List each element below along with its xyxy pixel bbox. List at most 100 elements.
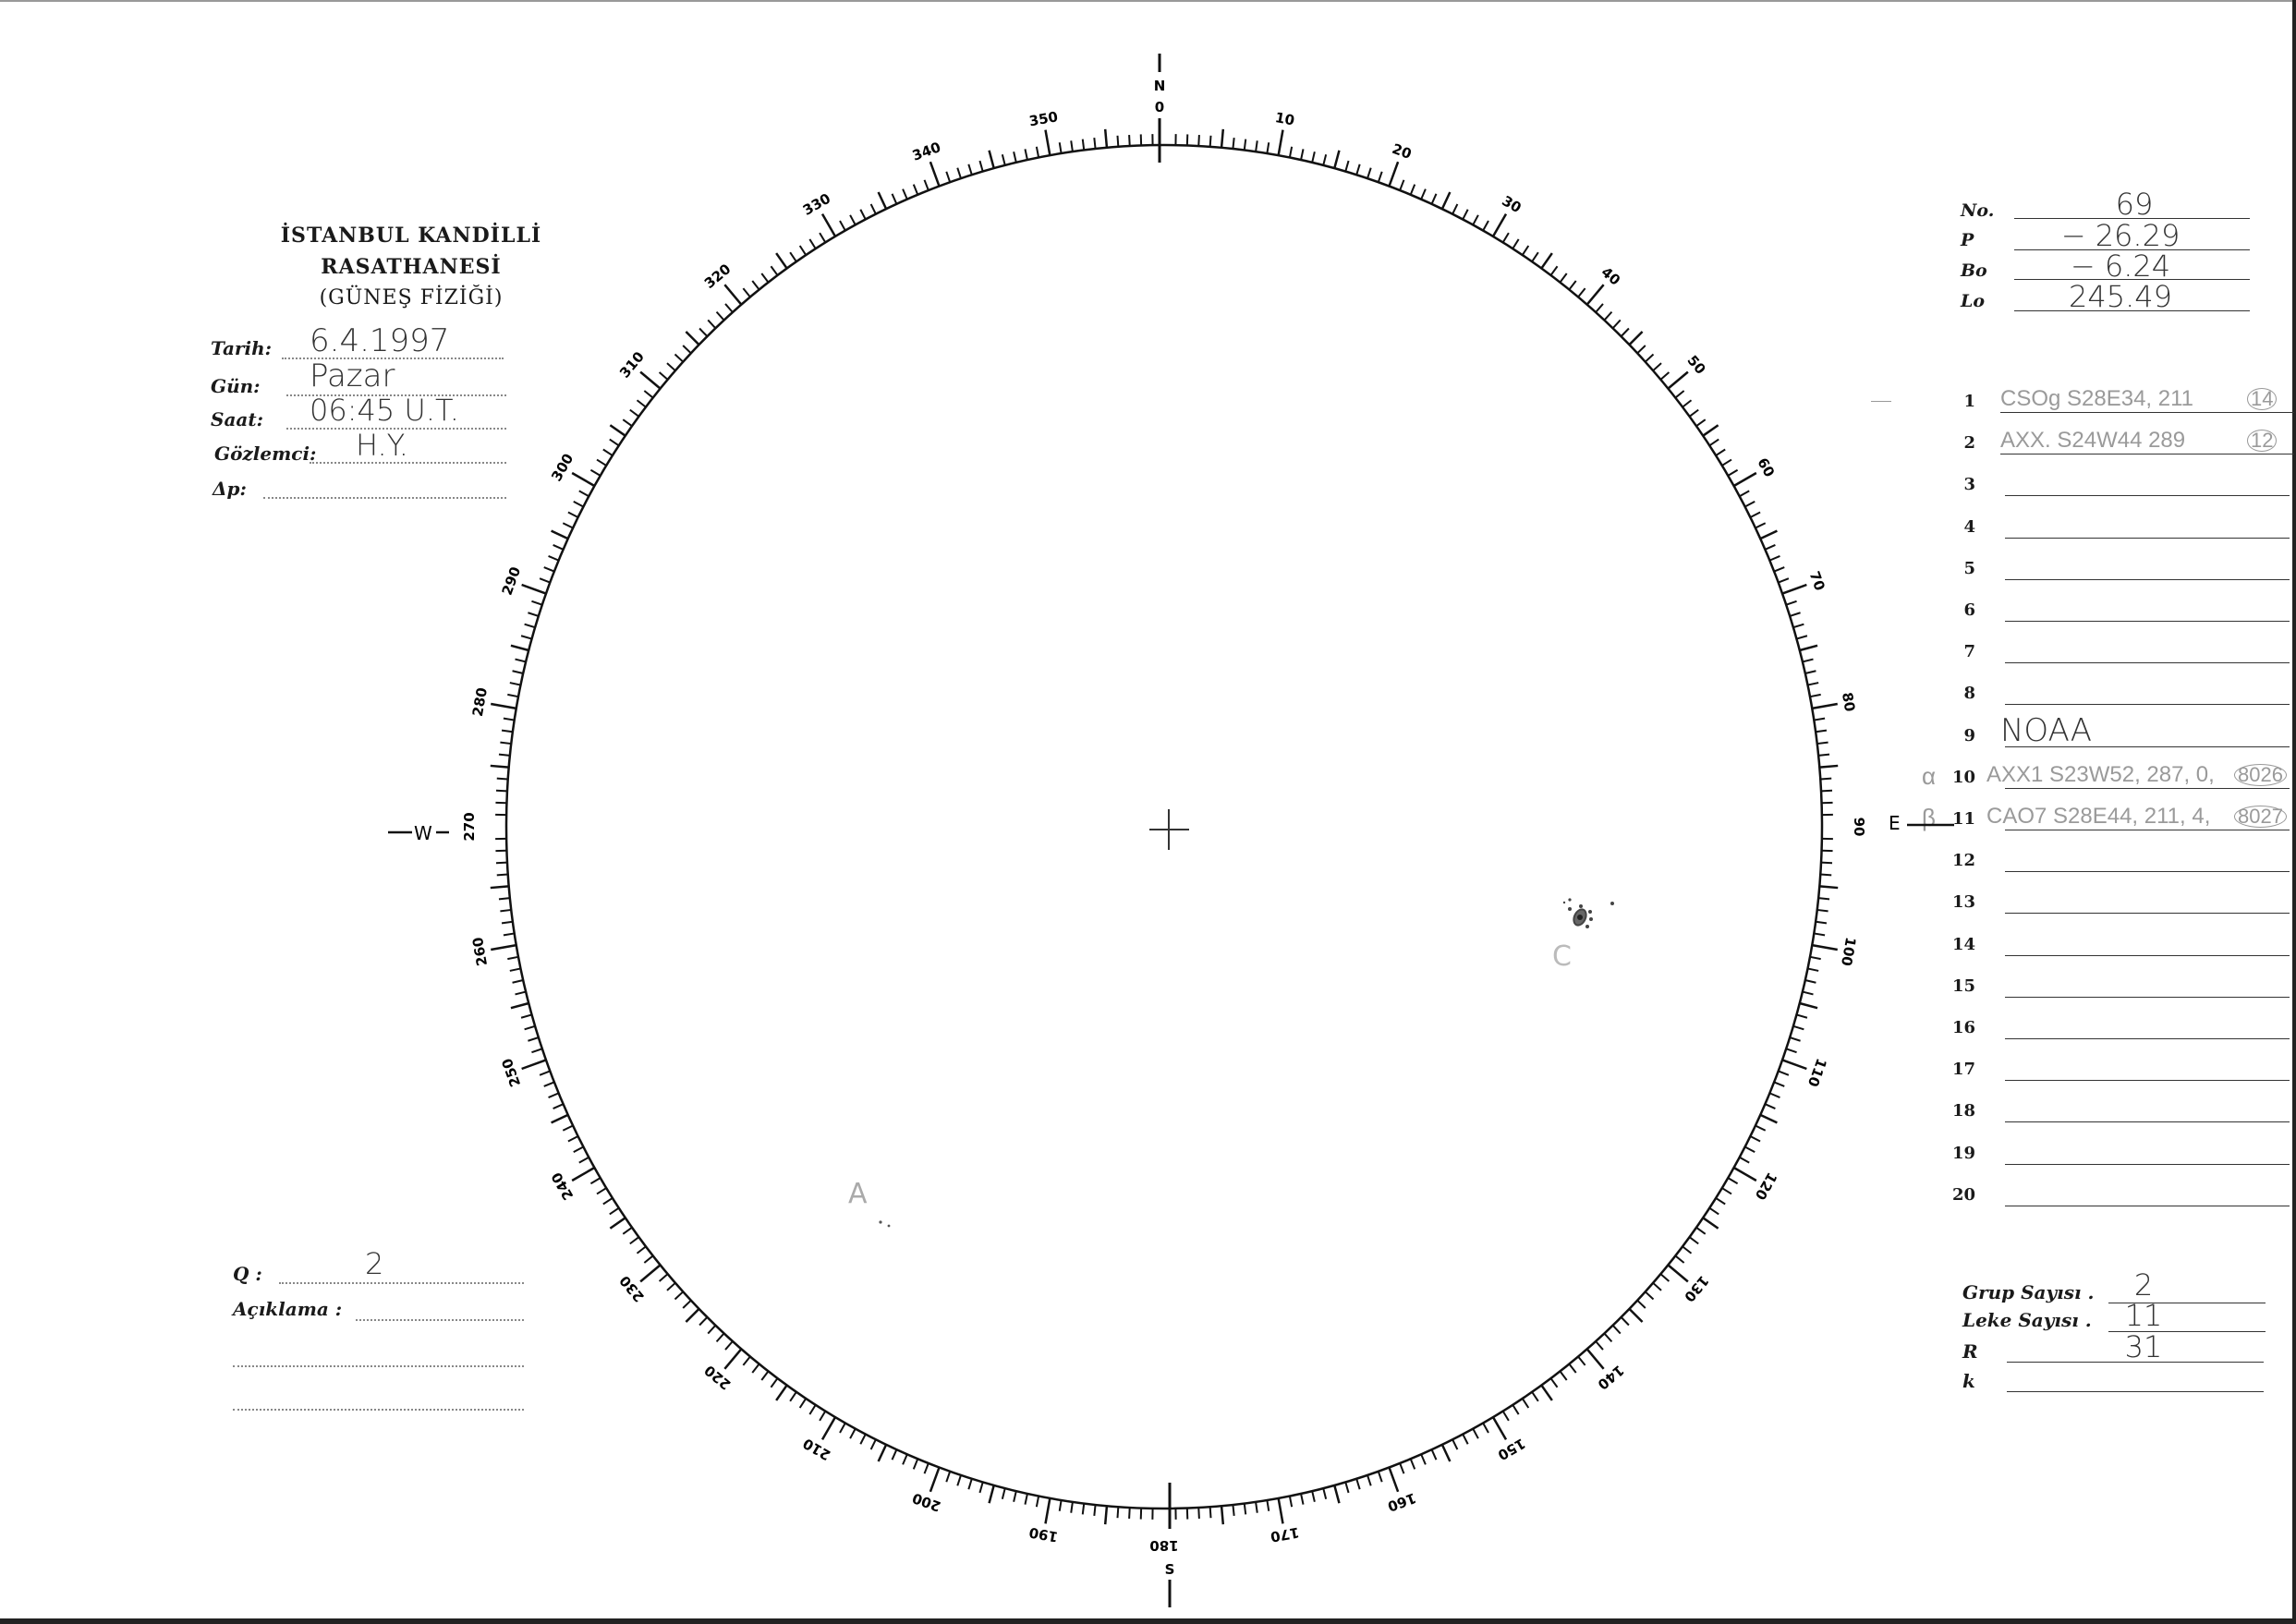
degree-tick bbox=[1013, 151, 1017, 164]
degree-tick bbox=[578, 490, 589, 498]
degree-tick bbox=[543, 1081, 555, 1087]
degree-tick bbox=[923, 179, 929, 191]
degree-tick bbox=[520, 635, 532, 640]
degree-tick bbox=[490, 764, 509, 769]
degree-tick bbox=[820, 1416, 837, 1441]
degree-tick bbox=[507, 693, 519, 698]
degree-tick bbox=[1820, 861, 1833, 865]
degree-tick bbox=[1792, 623, 1804, 629]
degree-tick bbox=[1799, 1001, 1818, 1010]
row-line bbox=[2005, 662, 2290, 664]
row-line bbox=[2005, 913, 2290, 915]
degree-tick bbox=[1103, 128, 1109, 148]
degree-tick bbox=[724, 1340, 734, 1351]
delta-p-field[interactable] bbox=[263, 497, 506, 499]
row-entry[interactable]: AXX. S24W44 289 bbox=[2000, 428, 2186, 454]
degree-tick bbox=[1721, 1187, 1732, 1195]
degree-tick bbox=[1819, 764, 1839, 769]
degree-tick bbox=[760, 1370, 770, 1381]
row-entry[interactable]: AXX1 S23W52, 287, 0, bbox=[1986, 761, 2215, 787]
degree-tick bbox=[1689, 408, 1699, 418]
degree-tick bbox=[724, 303, 734, 313]
degree-tick bbox=[503, 932, 515, 937]
degree-tick bbox=[1814, 717, 1826, 721]
degree-tick bbox=[503, 717, 515, 721]
degree-tick bbox=[902, 1453, 908, 1465]
degree-tick bbox=[1595, 303, 1604, 313]
degree-label: 330 bbox=[800, 190, 833, 219]
degree-label: 180 bbox=[1149, 1537, 1178, 1554]
degree-label: 290 bbox=[499, 564, 525, 598]
margin-dash bbox=[1871, 401, 1891, 402]
time-label: Saat: bbox=[211, 408, 263, 430]
no-field[interactable]: 69 bbox=[2115, 187, 2154, 222]
degree-tick bbox=[1708, 438, 1719, 447]
degree-tick bbox=[967, 164, 973, 176]
degree-tick bbox=[636, 1245, 647, 1254]
degree-tick bbox=[1549, 265, 1559, 276]
degree-tick bbox=[1652, 362, 1662, 371]
degree-tick bbox=[1755, 1124, 1767, 1132]
group-count-field[interactable]: 2 bbox=[2133, 1267, 2154, 1303]
degree-label: 50 bbox=[1683, 352, 1708, 378]
row-entry[interactable]: NOAA bbox=[2000, 711, 2093, 749]
degree-tick bbox=[1682, 399, 1693, 408]
degree-tick bbox=[528, 1036, 540, 1042]
degree-tick bbox=[1759, 529, 1778, 540]
r-field[interactable]: 31 bbox=[2124, 1329, 2163, 1364]
p-field[interactable]: − 26.29 bbox=[2060, 218, 2181, 253]
k-field[interactable] bbox=[2007, 1391, 2264, 1392]
row-number: 16 bbox=[1951, 1018, 1975, 1037]
degree-tick bbox=[1796, 635, 1808, 640]
degree-tick bbox=[1491, 1416, 1508, 1441]
degree-tick bbox=[1209, 135, 1212, 147]
bo-field[interactable]: − 6.24 bbox=[2070, 248, 2171, 284]
degree-tick bbox=[1420, 188, 1427, 200]
degree-tick bbox=[1482, 220, 1489, 232]
degree-tick bbox=[1715, 448, 1726, 456]
degree-tick bbox=[1820, 789, 1833, 793]
degree-label: 300 bbox=[548, 451, 577, 484]
degree-label: 240 bbox=[548, 1170, 577, 1203]
degree-tick bbox=[1769, 555, 1780, 562]
degree-tick bbox=[1001, 154, 1006, 166]
degree-tick bbox=[1531, 251, 1539, 262]
degree-tick bbox=[1804, 979, 1816, 984]
row-number: 4 bbox=[1963, 516, 1975, 537]
degree-tick bbox=[507, 955, 519, 961]
degree-tick bbox=[1058, 142, 1063, 154]
degree-tick bbox=[1300, 1493, 1305, 1505]
degree-tick bbox=[1739, 1156, 1750, 1164]
date-field[interactable]: 6.4.1997 bbox=[310, 322, 450, 359]
time-field[interactable]: 06:45 U.T. bbox=[310, 393, 459, 428]
note-field-line-2[interactable] bbox=[233, 1365, 524, 1367]
row-number: 1 bbox=[1963, 392, 1975, 411]
day-field[interactable]: Pazar bbox=[310, 358, 395, 394]
degree-tick bbox=[1549, 1377, 1559, 1388]
degree-tick bbox=[490, 885, 509, 890]
row-line bbox=[2005, 1163, 2290, 1165]
degree-tick bbox=[639, 1264, 662, 1283]
degree-tick bbox=[1531, 1391, 1539, 1402]
degree-tick bbox=[531, 600, 543, 606]
degree-tick bbox=[723, 284, 743, 306]
degree-tick bbox=[1420, 1453, 1427, 1465]
degree-tick bbox=[1778, 1070, 1790, 1076]
degree-tick bbox=[1440, 1444, 1452, 1462]
note-field-line-1[interactable] bbox=[356, 1319, 524, 1321]
degree-tick bbox=[562, 1124, 574, 1132]
note-field-line-3[interactable] bbox=[233, 1409, 524, 1411]
lo-field[interactable]: 245.49 bbox=[2069, 279, 2172, 314]
q-field[interactable]: 2 bbox=[365, 1246, 384, 1281]
degree-tick bbox=[839, 220, 846, 232]
degree-label: 260 bbox=[469, 936, 491, 967]
degree-tick bbox=[622, 1226, 633, 1235]
observer-field[interactable]: H.Y. bbox=[356, 428, 408, 463]
row-number: 14 bbox=[1951, 934, 1975, 954]
degree-label: 70 bbox=[1806, 569, 1828, 593]
degree-tick bbox=[515, 990, 527, 996]
degree-tick bbox=[573, 1145, 584, 1153]
spot-count-field[interactable]: 11 bbox=[2124, 1298, 2163, 1333]
row-entry[interactable]: CSOg S28E34, 211 bbox=[2000, 386, 2194, 411]
row-entry[interactable]: CAO7 S28E44, 211, 4, bbox=[1986, 804, 2211, 829]
